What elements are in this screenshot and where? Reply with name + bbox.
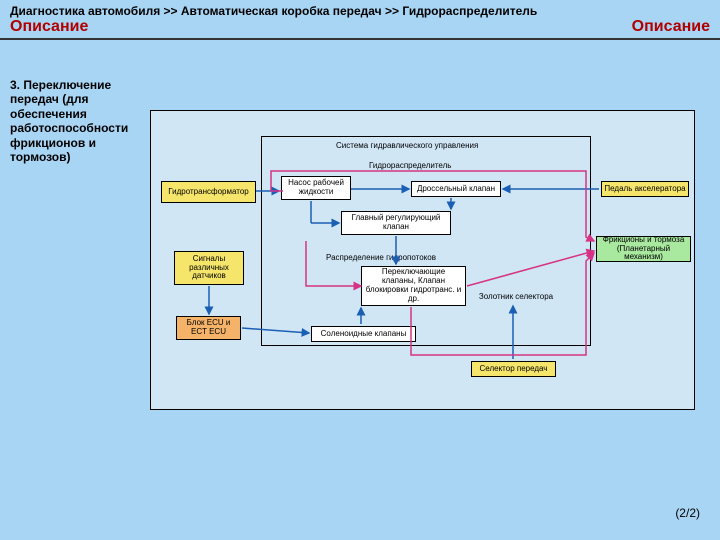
box-torque-converter: Гидротрансформатор (161, 181, 256, 203)
title-left: Описание (10, 18, 88, 36)
section-title: 3. Переключение передач (для обеспечения… (10, 78, 140, 164)
title-right: Описание (632, 18, 710, 36)
box-signals: Сигналы различных датчиков (174, 251, 244, 285)
box-pedal: Педаль акселератора (601, 181, 689, 197)
breadcrumb: Диагностика автомобиля >> Автоматическая… (0, 0, 720, 18)
title-row: Описание Описание (0, 18, 720, 40)
box-solenoid: Соленоидные клапаны (311, 326, 416, 342)
diagram-area: Система гидравлического управления Гидро… (150, 110, 695, 410)
box-main-regulator: Главный регулирующий клапан (341, 211, 451, 235)
box-selector: Селектор передач (471, 361, 556, 377)
system-title: Система гидравлического управления (336, 141, 478, 150)
label-distribution: Распределение гидропотоков (311, 251, 451, 265)
box-ecu: Блок ECU и ECT ECU (176, 316, 241, 340)
box-throttle: Дроссельный клапан (411, 181, 501, 197)
page-number: (2/2) (675, 506, 700, 520)
box-pump: Насос рабочей жидкости (281, 176, 351, 200)
label-selector-spool: Золотник селектора (471, 291, 561, 303)
box-switching-valves: Переключающие клапаны, Клапан блокировки… (361, 266, 466, 306)
box-clutches: Фрикционы и тормоза (Планетарный механиз… (596, 236, 691, 262)
sub-title: Гидрораспределитель (369, 161, 451, 170)
